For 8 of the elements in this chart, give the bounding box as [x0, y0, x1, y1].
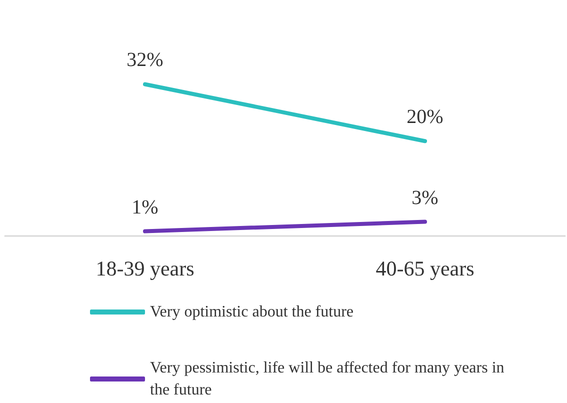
legend-label: Very optimistic about the future	[150, 304, 354, 320]
x-tick-label: 18-39 years	[96, 256, 194, 280]
data-label: 1%	[132, 196, 158, 218]
data-label: 20%	[406, 106, 444, 128]
data-label: 3%	[412, 186, 438, 209]
data-label: 32%	[126, 49, 164, 72]
x-tick-label: 40-65 years	[376, 256, 474, 280]
legend-label: Very pessimistic, life will be affected for many years in the future	[150, 360, 508, 398]
